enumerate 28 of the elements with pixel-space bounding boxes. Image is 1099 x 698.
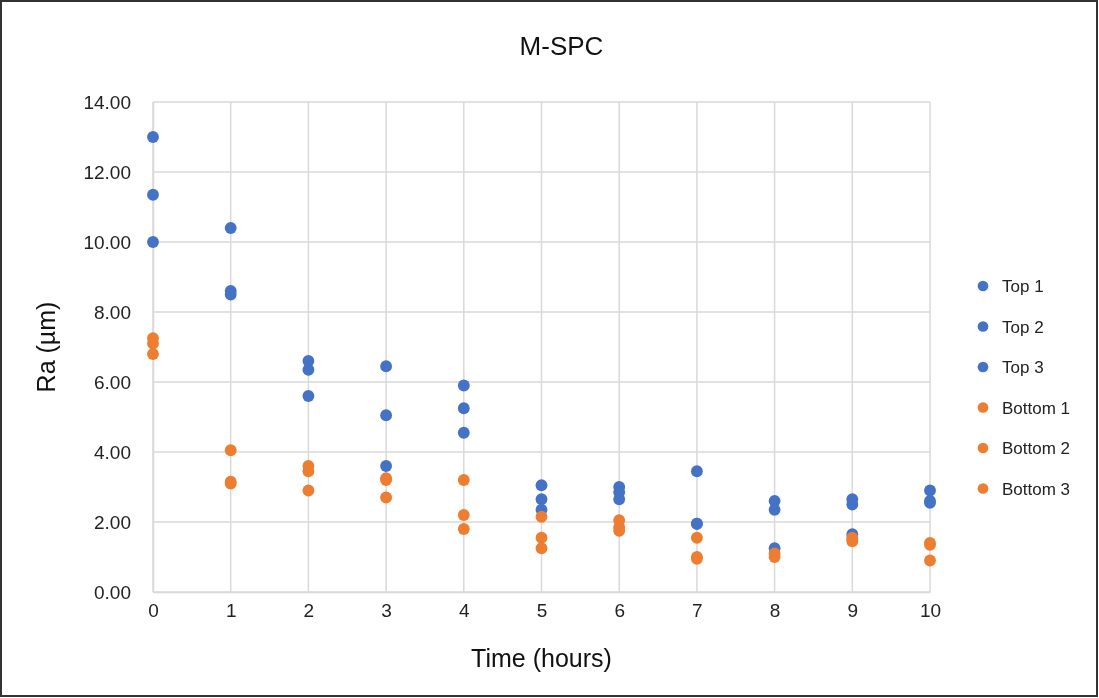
y-tick-label: 14.00 <box>83 91 131 113</box>
x-axis-title: Time (hours) <box>471 644 612 672</box>
x-tick-label: 10 <box>919 600 942 622</box>
x-tick-label: 0 <box>148 600 159 622</box>
x-tick-label: 1 <box>225 600 237 622</box>
x-tick-label: 4 <box>459 600 471 622</box>
x-tick-label: 6 <box>614 600 625 622</box>
y-tick-label: 6.00 <box>94 371 131 393</box>
x-tick-label: 9 <box>847 600 859 622</box>
x-tick-label: 3 <box>381 600 392 622</box>
y-axis-title: Ra (µm) <box>32 301 60 393</box>
x-tick-label: 8 <box>769 600 781 622</box>
x-tick-label: 5 <box>536 600 548 622</box>
x-tick-label: 7 <box>692 600 703 622</box>
y-tick-label: 8.00 <box>94 301 131 323</box>
legend-label: Bottom 1 <box>1002 398 1071 418</box>
legend-label: Bottom 2 <box>1002 439 1071 458</box>
y-tick-label: 12.00 <box>83 161 131 183</box>
x-tick-label: 2 <box>303 600 315 622</box>
y-tick-label: 0.00 <box>94 581 131 603</box>
legend-label: Top 3 <box>1002 358 1044 377</box>
legend-label: Top 2 <box>1002 317 1044 337</box>
legend-label: Top 1 <box>1002 277 1044 296</box>
y-tick-label: 10.00 <box>83 231 131 253</box>
y-tick-label: 4.00 <box>94 441 131 463</box>
chart-title: M-SPC <box>519 31 604 61</box>
y-tick-label: 2.00 <box>94 511 131 533</box>
legend-label: Bottom 3 <box>1002 479 1071 499</box>
